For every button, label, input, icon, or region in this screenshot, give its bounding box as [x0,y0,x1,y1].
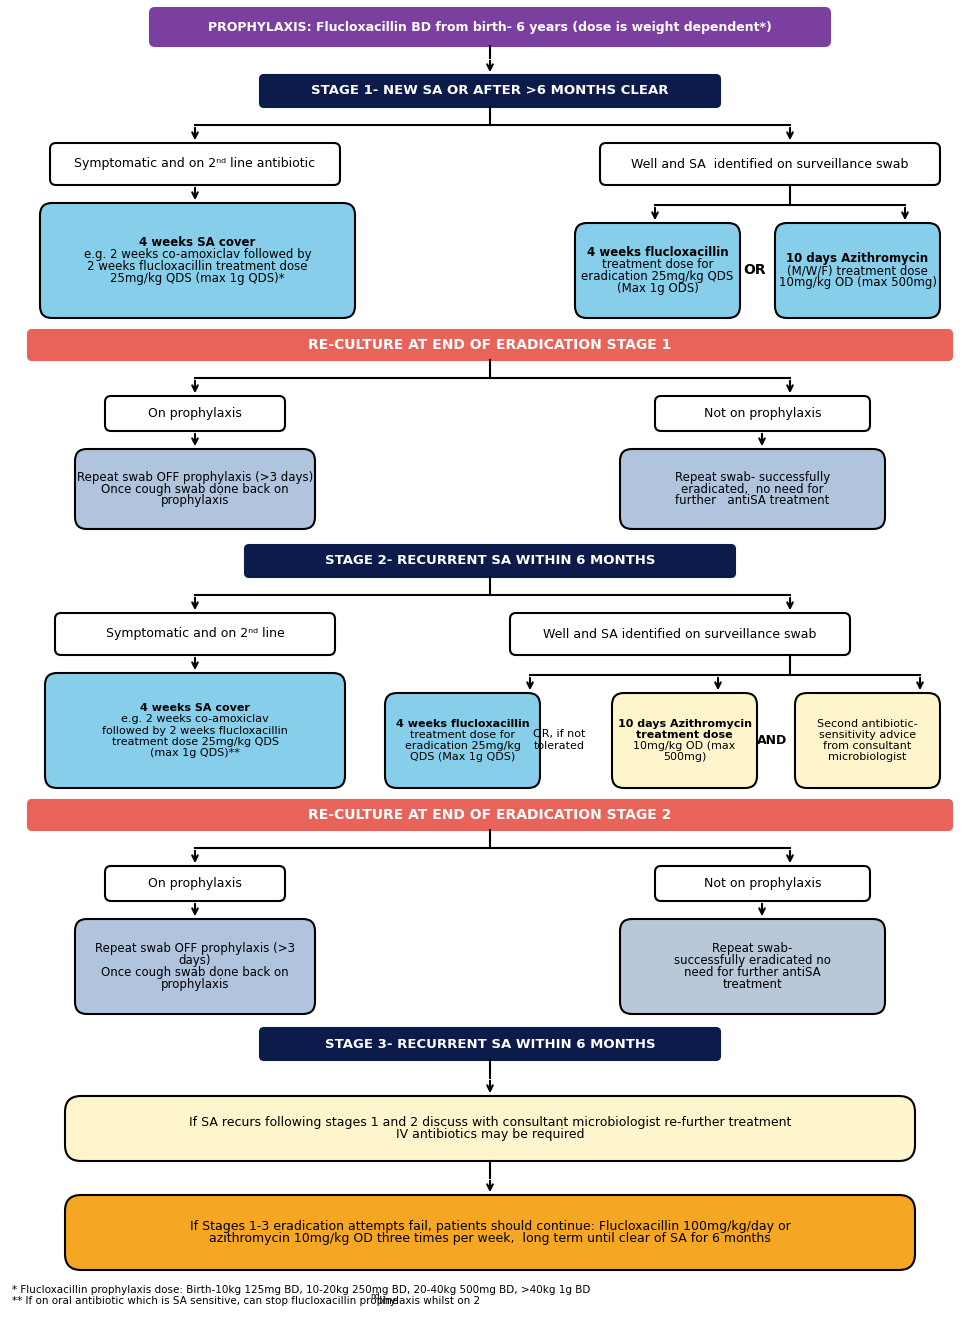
Text: prophylaxis: prophylaxis [161,978,229,991]
Text: Repeat swab- successfully: Repeat swab- successfully [675,471,830,483]
Text: RE-CULTURE AT END OF ERADICATION STAGE 2: RE-CULTURE AT END OF ERADICATION STAGE 2 [309,808,671,822]
FancyBboxPatch shape [775,223,940,318]
Text: followed by 2 weeks flucloxacillin: followed by 2 weeks flucloxacillin [102,726,288,735]
Text: Not on prophylaxis: Not on prophylaxis [704,876,821,890]
Text: prophylaxis: prophylaxis [161,495,229,507]
FancyBboxPatch shape [105,396,285,432]
Text: successfully eradicated no: successfully eradicated no [674,954,831,968]
Text: e.g. 2 weeks co-amoxiclav: e.g. 2 weeks co-amoxiclav [122,714,269,725]
Text: treatment dose: treatment dose [636,730,733,741]
FancyBboxPatch shape [28,330,952,360]
FancyBboxPatch shape [620,449,885,529]
FancyBboxPatch shape [105,866,285,902]
FancyBboxPatch shape [600,143,940,185]
FancyBboxPatch shape [150,8,830,46]
Text: Symptomatic and on 2ⁿᵈ line antibiotic: Symptomatic and on 2ⁿᵈ line antibiotic [74,157,316,170]
FancyBboxPatch shape [795,693,940,788]
Text: Well and SA  identified on surveillance swab: Well and SA identified on surveillance s… [631,157,908,170]
Text: from consultant: from consultant [823,741,911,751]
Text: IV antibiotics may be required: IV antibiotics may be required [396,1129,584,1142]
Text: On prophylaxis: On prophylaxis [148,876,242,890]
Text: 4 weeks SA cover: 4 weeks SA cover [140,704,250,713]
Text: line: line [376,1296,398,1305]
Text: 4 weeks flucloxacillin: 4 weeks flucloxacillin [396,718,529,729]
Text: OR, if not
tolerated: OR, if not tolerated [533,729,585,751]
Text: eradication 25mg/kg QDS: eradication 25mg/kg QDS [581,271,734,282]
Text: STAGE 1- NEW SA OR AFTER >6 MONTHS CLEAR: STAGE 1- NEW SA OR AFTER >6 MONTHS CLEAR [312,84,668,98]
FancyBboxPatch shape [75,449,315,529]
FancyBboxPatch shape [28,800,952,830]
Text: treatment: treatment [722,978,782,991]
Text: PROPHYLAXIS: Flucloxacillin BD from birth- 6 years (dose is weight dependent*): PROPHYLAXIS: Flucloxacillin BD from birt… [208,21,772,33]
FancyBboxPatch shape [50,143,340,185]
Text: (Max 1g ODS): (Max 1g ODS) [616,282,699,294]
Text: 500mg): 500mg) [662,752,707,763]
Text: Well and SA identified on surveillance swab: Well and SA identified on surveillance s… [543,627,816,640]
Text: STAGE 3- RECURRENT SA WITHIN 6 MONTHS: STAGE 3- RECURRENT SA WITHIN 6 MONTHS [324,1038,656,1051]
Text: 10 days Azithromycin: 10 days Azithromycin [617,718,752,729]
FancyBboxPatch shape [65,1096,915,1162]
Text: Repeat swab OFF prophylaxis (>3: Repeat swab OFF prophylaxis (>3 [95,942,295,956]
FancyBboxPatch shape [385,693,540,788]
FancyBboxPatch shape [40,203,355,318]
Text: azithromycin 10mg/kg OD three times per week,  long term until clear of SA for 6: azithromycin 10mg/kg OD three times per … [209,1233,771,1245]
FancyBboxPatch shape [612,693,757,788]
Text: further   antiSA treatment: further antiSA treatment [675,495,830,507]
Text: Once cough swab done back on: Once cough swab done back on [101,483,289,495]
FancyBboxPatch shape [65,1195,915,1270]
Text: Second antibiotic-: Second antibiotic- [817,718,918,729]
FancyBboxPatch shape [245,545,735,577]
Text: Repeat swab-: Repeat swab- [712,942,793,956]
Text: (M/W/F) treatment dose: (M/W/F) treatment dose [787,264,928,277]
FancyBboxPatch shape [510,612,850,655]
Text: 2 weeks flucloxacillin treatment dose: 2 weeks flucloxacillin treatment dose [87,260,308,273]
Text: QDS (Max 1g QDS): QDS (Max 1g QDS) [410,752,515,763]
Text: Symptomatic and on 2ⁿᵈ line: Symptomatic and on 2ⁿᵈ line [106,627,284,640]
Text: AND: AND [757,734,787,747]
FancyBboxPatch shape [45,673,345,788]
Text: If SA recurs following stages 1 and 2 discuss with consultant microbiologist re-: If SA recurs following stages 1 and 2 di… [189,1115,791,1129]
Text: 25mg/kg QDS (max 1g QDS)*: 25mg/kg QDS (max 1g QDS)* [110,272,285,285]
Text: 10mg/kg OD (max: 10mg/kg OD (max [633,741,736,751]
Text: sensitivity advice: sensitivity advice [819,730,916,741]
Text: 4 weeks SA cover: 4 weeks SA cover [139,236,256,249]
Text: ** If on oral antibiotic which is SA sensitive, can stop flucloxacillin prophyla: ** If on oral antibiotic which is SA sen… [12,1296,480,1305]
Text: STAGE 2- RECURRENT SA WITHIN 6 MONTHS: STAGE 2- RECURRENT SA WITHIN 6 MONTHS [324,554,656,568]
Text: 4 weeks flucloxacillin: 4 weeks flucloxacillin [587,246,728,259]
FancyBboxPatch shape [655,396,870,432]
Text: 10 days Azithromycin: 10 days Azithromycin [786,252,929,265]
FancyBboxPatch shape [575,223,740,318]
Text: treatment dose for: treatment dose for [602,257,713,271]
Text: treatment dose 25mg/kg QDS: treatment dose 25mg/kg QDS [112,737,278,747]
Text: eradication 25mg/kg: eradication 25mg/kg [405,741,520,751]
Text: e.g. 2 weeks co-amoxiclav followed by: e.g. 2 weeks co-amoxiclav followed by [83,248,312,261]
Text: need for further antiSA: need for further antiSA [684,966,821,979]
Text: eradicated,  no need for: eradicated, no need for [681,483,824,495]
Text: days): days) [178,954,212,968]
Text: RE-CULTURE AT END OF ERADICATION STAGE 1: RE-CULTURE AT END OF ERADICATION STAGE 1 [309,338,671,352]
Text: Repeat swab OFF prophylaxis (>3 days): Repeat swab OFF prophylaxis (>3 days) [76,471,314,483]
Text: Not on prophylaxis: Not on prophylaxis [704,407,821,420]
FancyBboxPatch shape [260,1028,720,1060]
FancyBboxPatch shape [260,75,720,107]
Text: On prophylaxis: On prophylaxis [148,407,242,420]
Text: Once cough swab done back on: Once cough swab done back on [101,966,289,979]
FancyBboxPatch shape [620,919,885,1014]
Text: treatment dose for: treatment dose for [410,730,515,741]
Text: * Flucloxacillin prophylaxis dose: Birth-10kg 125mg BD, 10-20kg 250mg BD, 20-40k: * Flucloxacillin prophylaxis dose: Birth… [12,1284,590,1295]
Text: If Stages 1-3 eradication attempts fail, patients should continue: Flucloxacilli: If Stages 1-3 eradication attempts fail,… [189,1220,791,1233]
FancyBboxPatch shape [55,612,335,655]
Text: 10mg/kg OD (max 500mg): 10mg/kg OD (max 500mg) [778,276,937,289]
FancyBboxPatch shape [655,866,870,902]
Text: (max 1g QDS)**: (max 1g QDS)** [150,748,240,758]
FancyBboxPatch shape [75,919,315,1014]
Text: microbiologist: microbiologist [828,752,907,763]
Text: nd: nd [370,1292,380,1302]
Text: OR: OR [744,263,766,277]
